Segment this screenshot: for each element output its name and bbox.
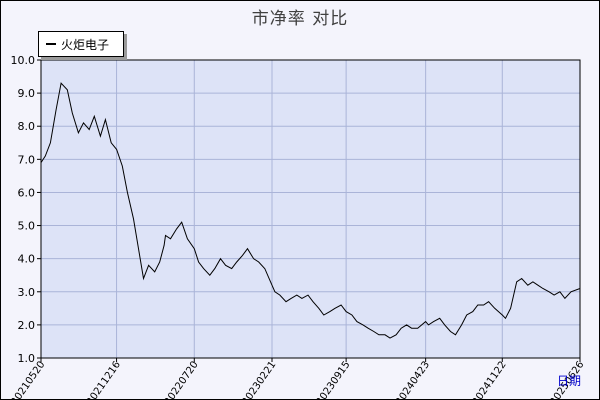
y-tick-label: 2.0 <box>18 319 36 332</box>
series-layer <box>40 82 581 339</box>
series-line <box>40 82 581 339</box>
chart-title: 市净率 对比 <box>251 9 349 29</box>
x-tick-label: 20210520 <box>9 359 47 400</box>
y-tick-label: 5.0 <box>18 220 36 233</box>
y-tick-label: 9.0 <box>18 87 36 100</box>
y-tick-label: 4.0 <box>18 253 36 266</box>
x-axis-label: 日期 <box>557 374 582 388</box>
x-tick-label: 20230221 <box>240 359 278 400</box>
plot-area <box>41 60 580 358</box>
x-tick-label: 20241122 <box>471 359 509 400</box>
y-tick-label: 6.0 <box>18 186 36 199</box>
x-tick-label: 20211216 <box>85 359 123 400</box>
y-tick-label: 7.0 <box>18 153 36 166</box>
legend: 火炬电子 <box>38 31 124 57</box>
x-tick-label: 20220720 <box>163 359 201 400</box>
y-tick-label: 10.0 <box>11 54 36 67</box>
y-tick-label: 3.0 <box>18 286 36 299</box>
legend-swatch <box>46 43 56 45</box>
x-tick-label: 20230915 <box>314 359 352 400</box>
x-tick-label: 20240423 <box>394 359 432 400</box>
y-tick-label: 1.0 <box>18 352 36 365</box>
legend-label: 火炬电子 <box>61 38 110 52</box>
grid-lines <box>40 59 581 359</box>
y-tick-label: 8.0 <box>18 120 36 133</box>
plot-border <box>40 59 581 359</box>
